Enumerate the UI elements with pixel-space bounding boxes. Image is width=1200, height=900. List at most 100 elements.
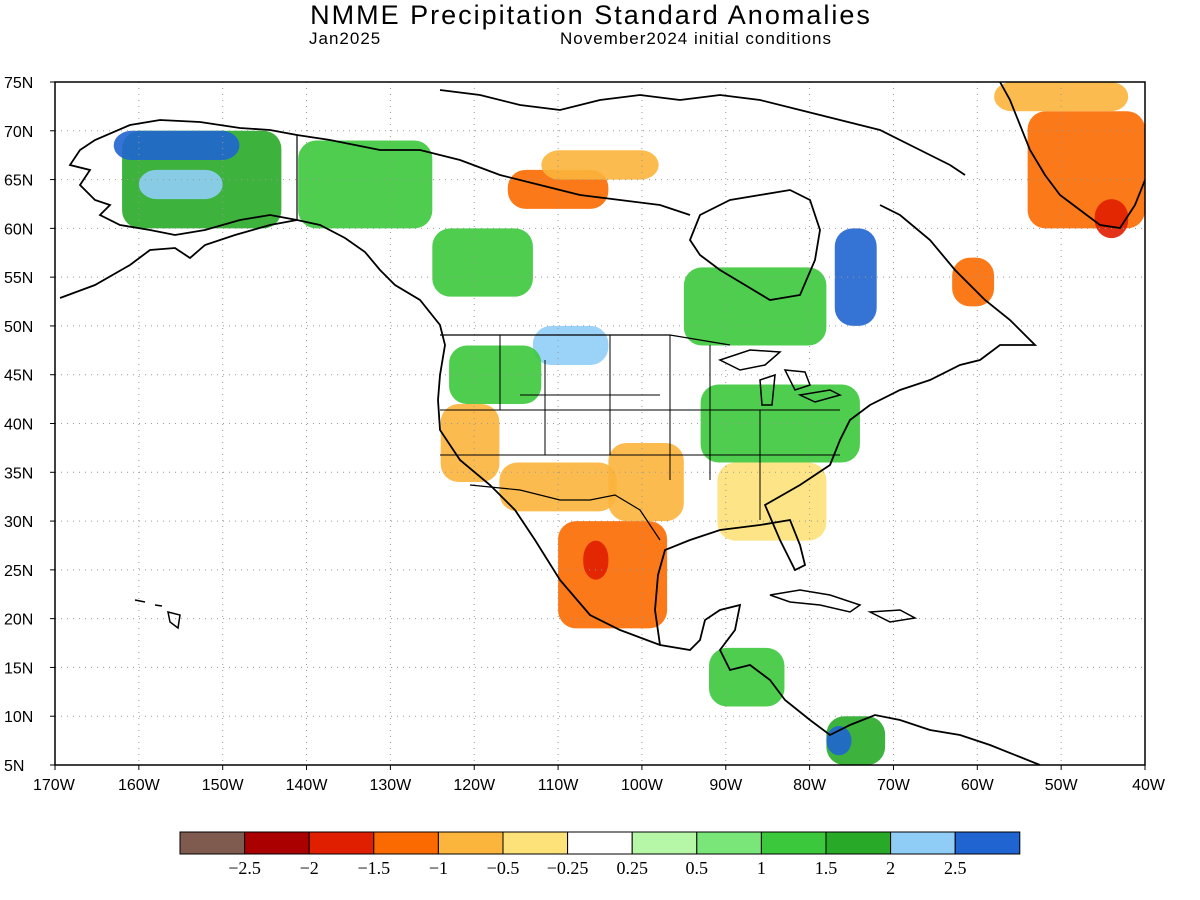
lat-label: 5N: [4, 758, 24, 775]
anomaly-region-2: [138, 169, 223, 200]
colorbar-label: 0.5: [686, 858, 709, 878]
colorbar-swatch: [179, 831, 246, 855]
us-mexico-border: [469, 484, 661, 541]
colorbar-swatch: [631, 831, 698, 855]
lat-label: 10N: [4, 709, 33, 726]
cuba: [769, 589, 862, 613]
anomaly-region-8: [834, 228, 877, 326]
colorbar-swatch: [373, 831, 439, 855]
colorbar-swatch: [760, 831, 827, 855]
lon-label: 170W: [33, 777, 76, 794]
lat-label: 60N: [4, 221, 33, 238]
colorbar-swatch: [244, 831, 310, 855]
alaska-coast: [68, 119, 298, 236]
colorbar-label: −2: [300, 858, 319, 878]
anomaly-region-14: [499, 462, 617, 512]
colorbar-swatch: [437, 831, 504, 855]
colorbar-swatch: [825, 831, 892, 855]
colorbar-label: 1.5: [815, 858, 838, 878]
colorbar-swatch: [502, 831, 569, 855]
lon-label: 140W: [286, 777, 329, 794]
hawaii: [134, 599, 181, 630]
latitude-tick-labels: 75N 70N 65N 60N 55N 50N 45N 40N 35N 30N 25N 20N 15N 1…: [4, 75, 33, 775]
colorbar-swatch: [890, 831, 956, 855]
lat-label: 30N: [4, 514, 33, 531]
us-state-lines: [440, 335, 840, 520]
lon-label: 90W: [709, 777, 743, 794]
colorbar-swatch: [308, 831, 375, 855]
arctic-coast: [296, 89, 966, 216]
lat-label: 35N: [4, 465, 33, 482]
lon-label: 130W: [369, 777, 412, 794]
colorbar-swatch: [954, 831, 1021, 855]
colorbar-swatch: [696, 831, 762, 855]
lat-label: 40N: [4, 417, 33, 434]
anomaly-region-10: [532, 325, 609, 365]
lon-label: 50W: [1045, 777, 1079, 794]
coastlines: [59, 82, 1145, 765]
north-america-coastline: [59, 219, 1041, 765]
anomaly-region-7: [683, 267, 827, 346]
colorbar-labels: −2.5 −2 −1.5 −1 −0.5 −0.25 0.25 0.5 1 1.5 2 2.5: [228, 858, 966, 878]
colorbar-label: 1: [757, 858, 766, 878]
lon-label: 70W: [877, 777, 911, 794]
graticule: [50, 81, 1146, 770]
lat-label: 55N: [4, 270, 33, 287]
anomaly-region-15: [608, 443, 684, 522]
lon-label: 60W: [961, 777, 995, 794]
map-title: NMME Precipitation Standard Anomalies: [310, 0, 872, 30]
anomaly-region-11: [449, 345, 542, 404]
anomaly-region-24: [994, 82, 1129, 112]
initial-conditions-label: November2024 initial conditions: [560, 29, 832, 48]
lat-label: 75N: [4, 75, 33, 92]
longitude-tick-labels: 170W 160W 150W 140W 130W 120W 110W 100W 90W 80W 70…: [33, 777, 1166, 794]
anomaly-region-22: [1027, 111, 1145, 229]
anomaly-region-3: [298, 140, 433, 229]
lon-label: 110W: [538, 777, 580, 794]
anomaly-region-1: [113, 130, 240, 161]
anomaly-region-6: [541, 150, 659, 180]
anomaly-region-17: [558, 521, 668, 629]
colorbar: [179, 831, 1021, 855]
lon-label: 150W: [202, 777, 245, 794]
colorbar-label: −2.5: [228, 858, 261, 878]
colorbar-label: −1.5: [357, 858, 390, 878]
lat-label: 65N: [4, 173, 33, 190]
lat-label: 45N: [4, 368, 33, 385]
anomaly-region-23: [1094, 199, 1129, 239]
lon-label: 120W: [453, 777, 496, 794]
colorbar-label: −1: [429, 858, 448, 878]
gulf-coast: [654, 204, 1038, 646]
lon-label: 160W: [118, 777, 161, 794]
lat-label: 25N: [4, 563, 33, 580]
colorbar-label: 2: [886, 858, 895, 878]
lat-label: 50N: [4, 319, 33, 336]
lon-label: 40W: [1132, 777, 1166, 794]
colorbar-label: −0.25: [547, 858, 589, 878]
colorbar-label: 2.5: [944, 858, 967, 878]
anomaly-region-4: [432, 228, 533, 297]
greenland-coast: [999, 82, 1145, 229]
lat-label: 20N: [4, 612, 33, 629]
hudson-bay-coast: [688, 189, 821, 301]
us-canada-border: [296, 135, 731, 346]
colorbar-label: −0.5: [487, 858, 520, 878]
colorbar-swatch: [567, 831, 633, 855]
anomaly-region-13: [440, 403, 500, 483]
anomaly-region-19: [709, 647, 785, 707]
anomaly-region-18: [583, 540, 609, 580]
lon-label: 100W: [621, 777, 664, 794]
political-borders: [296, 135, 840, 541]
great-lakes: [718, 349, 843, 406]
lon-label: 80W: [793, 777, 827, 794]
lat-label: 70N: [4, 124, 33, 141]
anomaly-region-12: [700, 384, 860, 463]
hispaniola: [867, 609, 918, 623]
anomaly-region-9: [952, 257, 995, 307]
anomaly-fill-layer: [113, 82, 1145, 765]
lat-label: 15N: [4, 660, 33, 677]
target-month-label: Jan2025: [309, 29, 382, 48]
plot-frame: [54, 81, 1146, 766]
colorbar-label: 0.25: [616, 858, 648, 878]
